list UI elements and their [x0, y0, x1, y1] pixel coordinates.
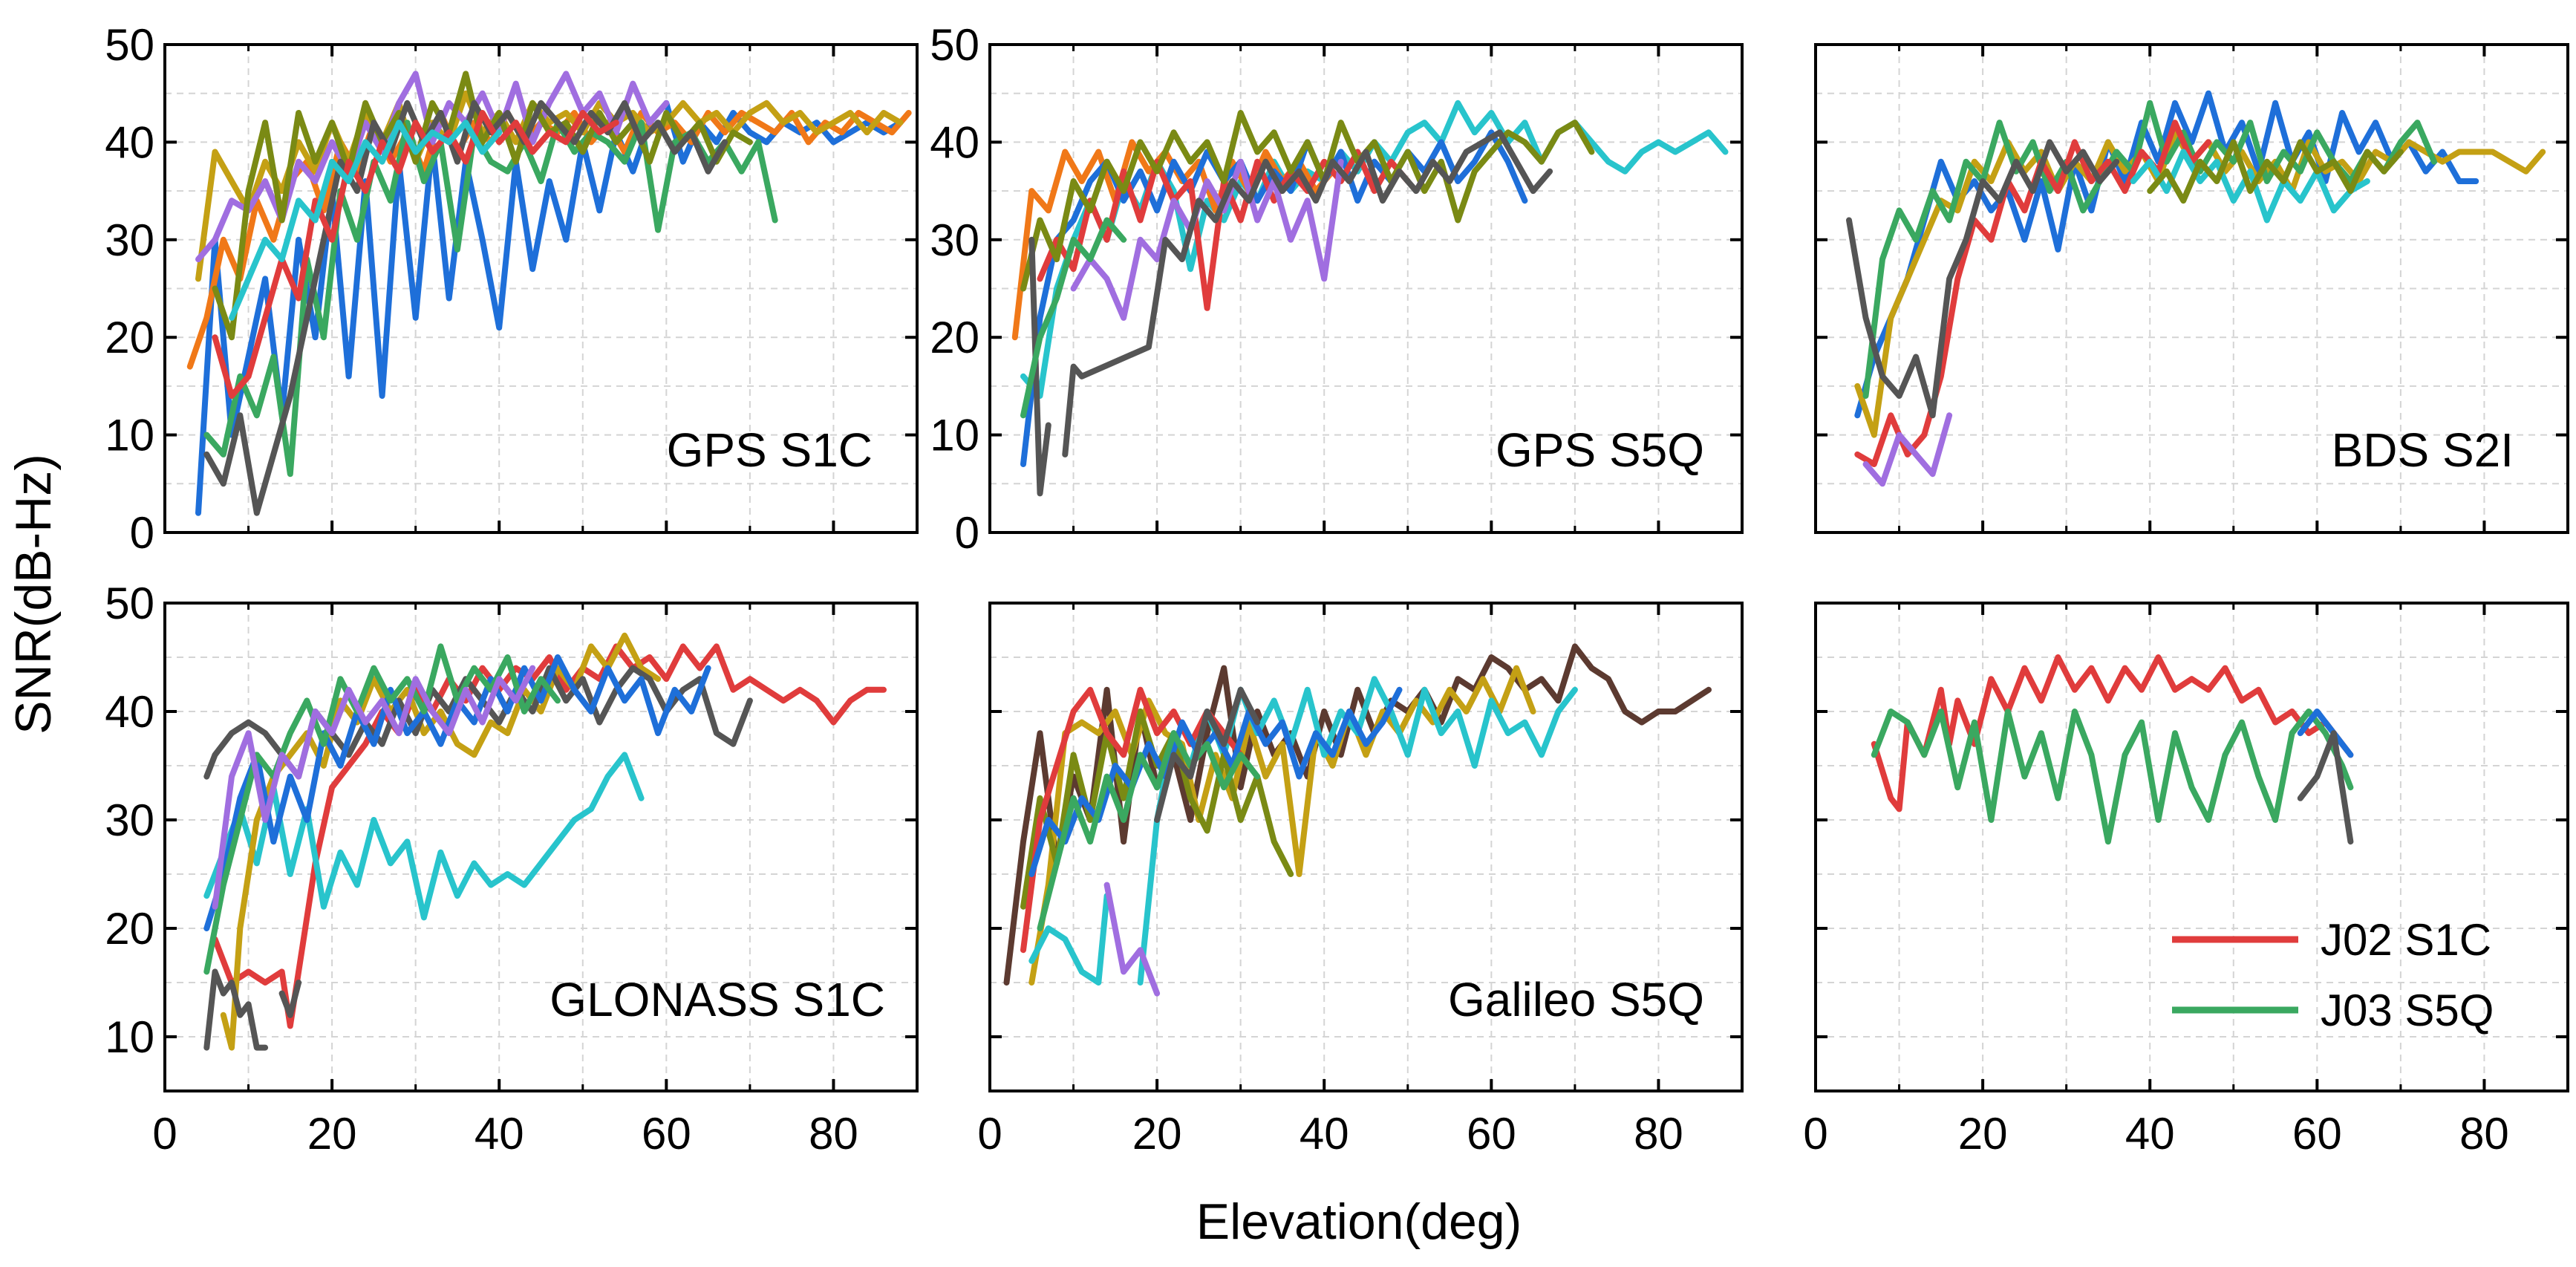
- x-tick-label: 20: [1958, 1109, 2008, 1159]
- y-tick-label: 0: [130, 508, 154, 558]
- series-line-0: [212, 643, 887, 1029]
- series-group: [1011, 100, 1729, 497]
- x-tick-label: 60: [642, 1109, 691, 1159]
- x-tick-label: 80: [2459, 1109, 2509, 1159]
- x-axis-title: Elevation(deg): [1196, 1193, 1522, 1250]
- y-tick-label: 10: [930, 411, 979, 460]
- x-tick-label: 40: [475, 1109, 524, 1159]
- y-tick-label: 10: [105, 1012, 154, 1062]
- panel-label: BDS S2I: [2332, 423, 2514, 477]
- series-line-3: [195, 71, 670, 263]
- series-line-2: [2297, 709, 2354, 758]
- series-line-8: [1154, 686, 1261, 823]
- x-tick-label: 80: [809, 1109, 858, 1159]
- series-line-1: [1871, 709, 2354, 845]
- x-tick-label: 60: [1467, 1109, 1516, 1159]
- series-group: [1003, 643, 1712, 997]
- x-tick-label: 0: [152, 1109, 177, 1159]
- y-tick-label: 40: [930, 117, 979, 167]
- panel-label: GPS S5Q: [1496, 423, 1704, 477]
- y-tick-label: 50: [105, 20, 154, 70]
- panel-label: Galileo S5Q: [1448, 973, 1704, 1026]
- panel-gps-s1c: 0 10 20 30 40 50 GPS S1C: [105, 20, 919, 558]
- series-line-5: [203, 643, 561, 975]
- x-tick-label: 40: [2125, 1109, 2175, 1159]
- series-group: [203, 632, 887, 1051]
- series-line-2: [195, 90, 904, 282]
- panel-galileo-s5q: 0 20 40 60 80 Galileo S5Q: [977, 602, 1744, 1159]
- x-tick-label: 60: [2292, 1109, 2342, 1159]
- panel-qzss: 0 20 40 60 80 J02 S1C J03 S5Q: [1803, 602, 2569, 1159]
- series-line-1: [1028, 665, 1536, 986]
- series-line-4: [1862, 412, 1953, 487]
- series-group: [186, 71, 912, 516]
- plot-frame: [1814, 43, 2569, 534]
- series-line-5: [1846, 139, 2120, 419]
- y-tick-label: 20: [930, 313, 979, 362]
- series-line-7: [2147, 139, 2404, 204]
- plot-frame: [988, 43, 1744, 534]
- series-line-7: [1037, 730, 1261, 931]
- series-line-7: [1020, 217, 1127, 419]
- y-tick-label: 30: [105, 215, 154, 265]
- x-tick-label: 40: [1300, 1109, 1349, 1159]
- plot-frame: [163, 43, 919, 534]
- panel-label: GLONASS S1C: [550, 973, 885, 1026]
- series-line-8: [229, 120, 503, 321]
- plot-frame: [988, 602, 1744, 1092]
- panel-label: GPS S1C: [667, 423, 873, 477]
- series-line-6: [1028, 129, 1553, 497]
- series-line-7: [203, 968, 302, 1051]
- y-tick-label: 30: [930, 215, 979, 265]
- x-tick-label: 0: [1803, 1109, 1827, 1159]
- series-line-6: [203, 100, 728, 516]
- y-tick-label: 10: [105, 411, 154, 460]
- panel-glonass-s1c: 0 20 40 60 80 10 20 30 40 50 GLONASS S1C: [105, 579, 919, 1159]
- y-tick-label: 20: [105, 904, 154, 954]
- series-group: [1871, 654, 2354, 845]
- y-axis-title: SNR(dB-Hz): [5, 454, 62, 735]
- panel-bds-s2i: BDS S2I: [1814, 43, 2569, 534]
- x-tick-label: 80: [1634, 1109, 1683, 1159]
- y-tick-label: 0: [955, 508, 979, 558]
- x-tick-label: 20: [307, 1109, 357, 1159]
- legend-label: J02 S1C: [2321, 915, 2491, 965]
- y-tick-label: 30: [105, 795, 154, 845]
- y-tick-label: 40: [105, 117, 154, 167]
- series-line-3: [2297, 730, 2354, 845]
- series-group: [1846, 90, 2546, 487]
- plot-frame: [1814, 602, 2569, 1092]
- y-tick-label: 40: [105, 687, 154, 737]
- panel-gps-s5q: 0 10 20 30 40 50 GPS S5Q: [930, 20, 1744, 558]
- series-line-5: [1070, 158, 1344, 321]
- series-line-0: [1871, 654, 2354, 812]
- y-tick-label: 50: [930, 20, 979, 70]
- x-tick-label: 0: [977, 1109, 1002, 1159]
- series-line-4: [1020, 110, 1595, 292]
- series-line-0: [1003, 643, 1712, 986]
- y-tick-label: 50: [105, 579, 154, 628]
- series-line-6: [212, 665, 536, 910]
- y-tick-label: 20: [105, 313, 154, 362]
- x-tick-label: 20: [1132, 1109, 1182, 1159]
- plot-frame: [163, 602, 919, 1092]
- legend-label: J03 S5Q: [2321, 986, 2494, 1035]
- series-line-3: [1103, 882, 1161, 997]
